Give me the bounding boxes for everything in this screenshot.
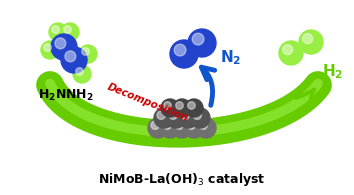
Circle shape (188, 102, 195, 109)
Circle shape (157, 111, 165, 119)
Circle shape (161, 99, 179, 117)
Circle shape (55, 38, 66, 49)
Circle shape (49, 23, 67, 41)
Circle shape (82, 48, 89, 55)
Text: NiMoB-La(OH)$_3$ catalyst: NiMoB-La(OH)$_3$ catalyst (98, 171, 266, 188)
Circle shape (178, 108, 198, 128)
Circle shape (151, 121, 159, 129)
Circle shape (52, 26, 59, 33)
Circle shape (41, 41, 59, 59)
Text: $\mathbf{H_2NNH_2}$: $\mathbf{H_2NNH_2}$ (38, 88, 94, 103)
Circle shape (174, 44, 186, 56)
Circle shape (184, 118, 204, 138)
Circle shape (73, 65, 91, 83)
Circle shape (199, 121, 207, 129)
Circle shape (79, 45, 97, 63)
Circle shape (185, 99, 203, 117)
Circle shape (193, 111, 201, 119)
Circle shape (160, 118, 180, 138)
Circle shape (76, 68, 83, 75)
Circle shape (176, 102, 183, 109)
Circle shape (166, 108, 186, 128)
Circle shape (51, 34, 77, 60)
Circle shape (196, 118, 216, 138)
Text: Decomposition: Decomposition (106, 82, 190, 124)
Circle shape (164, 102, 171, 109)
Circle shape (172, 118, 192, 138)
Circle shape (154, 108, 174, 128)
Circle shape (173, 99, 191, 117)
Circle shape (175, 121, 183, 129)
Circle shape (299, 30, 323, 54)
Circle shape (170, 40, 198, 68)
Circle shape (163, 121, 171, 129)
Circle shape (169, 111, 177, 119)
Circle shape (61, 47, 87, 73)
Circle shape (282, 45, 293, 55)
Circle shape (188, 29, 216, 57)
Circle shape (187, 121, 195, 129)
Circle shape (279, 41, 303, 65)
Circle shape (303, 34, 313, 44)
Circle shape (192, 33, 204, 45)
Text: $\mathbf{N_2}$: $\mathbf{N_2}$ (220, 49, 241, 67)
Circle shape (148, 118, 168, 138)
Circle shape (61, 23, 79, 41)
Circle shape (65, 51, 76, 62)
Circle shape (190, 108, 210, 128)
Text: $\mathbf{H_2}$: $\mathbf{H_2}$ (322, 63, 343, 81)
Circle shape (181, 111, 189, 119)
Circle shape (64, 26, 71, 33)
Circle shape (44, 44, 51, 51)
